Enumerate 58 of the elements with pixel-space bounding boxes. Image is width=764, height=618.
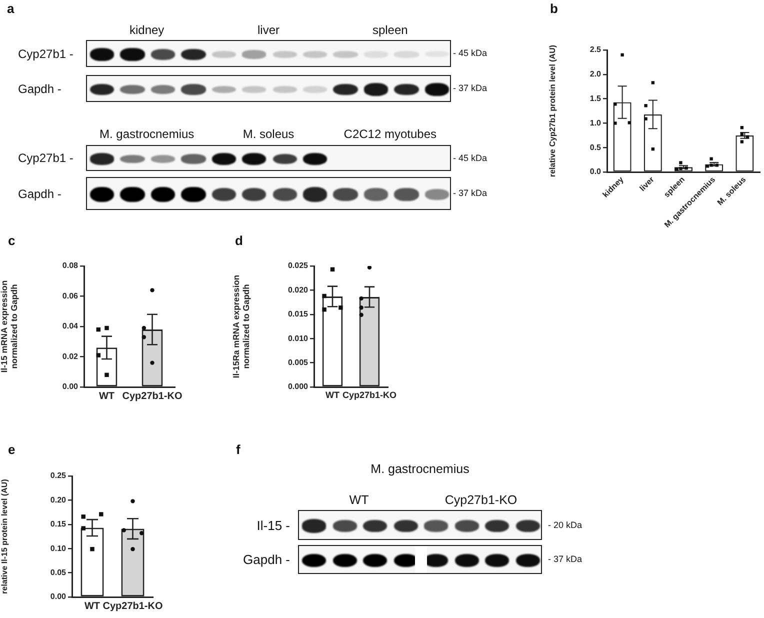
chart-title: e xyxy=(8,442,16,457)
category-label: - 45 kDa xyxy=(453,152,488,162)
y-tick-label: 0.0 xyxy=(590,167,602,176)
x-tick-label: WT xyxy=(326,390,340,400)
text: f xyxy=(236,442,240,457)
y-tick-label: 0.06 xyxy=(62,291,79,300)
chart-title: b xyxy=(550,1,558,16)
category-label: Cyp27b1 - xyxy=(18,151,74,165)
y-tick-label: 0.5 xyxy=(590,142,602,152)
y-tick-label: 0.000 xyxy=(288,382,309,392)
y-tick-label: 0.08 xyxy=(62,261,79,270)
y-tick-label: 0.15 xyxy=(50,520,67,529)
category-label: Gapdh - xyxy=(243,552,290,567)
category-label: Il-15 - xyxy=(256,518,290,532)
category-label: C2C12 myotubes xyxy=(344,127,437,141)
y-axis-title: relative Il-15 protein level (AU) xyxy=(0,478,9,594)
y-tick-label: 0.00 xyxy=(62,382,79,392)
category-label: - 37 kDa xyxy=(548,554,582,564)
text: M. gastrocnemius xyxy=(370,462,470,476)
category-label: - 45 kDa xyxy=(453,48,488,58)
category-label: WT xyxy=(349,493,369,507)
y-tick-label: 0.025 xyxy=(288,261,309,270)
y-tick-label: 1.5 xyxy=(590,94,602,104)
y-tick-label: 0.05 xyxy=(50,568,67,578)
y-tick-label: 0.00 xyxy=(50,592,67,602)
y-tick-label: 0.02 xyxy=(62,352,79,361)
y-tick-label: 0.04 xyxy=(62,322,79,331)
x-tick-label: WT xyxy=(98,390,115,402)
category-label: M. gastrocnemius xyxy=(99,127,194,141)
category-label: liver xyxy=(257,23,280,37)
y-tick-label: 0.20 xyxy=(50,495,67,504)
category-label: Cyp27b1-KO xyxy=(444,493,518,507)
y-tick-label: 2.5 xyxy=(590,45,602,54)
category-label: Gapdh - xyxy=(18,186,62,200)
category-label: kidney xyxy=(129,23,164,37)
y-axis-title: Il-15Ra mRNA expression normalized to Gapdh xyxy=(231,274,252,378)
y-tick-label: 1.0 xyxy=(590,118,602,128)
y-axis-title: Il-15 mRNA expression normalized to Gapdh xyxy=(0,280,20,373)
chart-title: d xyxy=(235,233,243,248)
category-label: spleen xyxy=(372,23,408,37)
category-label: Cyp27b1 - xyxy=(18,46,74,60)
y-tick-label: 2.0 xyxy=(590,70,602,79)
x-tick-label: Cyp27b1-KO xyxy=(122,390,182,402)
x-tick-label: Cyp27b1-KO xyxy=(342,390,396,400)
y-tick-label: 0.005 xyxy=(288,358,309,368)
category-label: - 37 kDa xyxy=(453,188,488,198)
y-tick-label: 0.25 xyxy=(50,471,67,480)
category-label: - 37 kDa xyxy=(453,83,488,93)
y-axis-title: relative Cyp27b1 protein level (AU) xyxy=(548,44,557,178)
y-tick-label: 0.020 xyxy=(288,285,309,294)
y-tick-label: 0.015 xyxy=(288,310,309,319)
category-label: Gapdh - xyxy=(18,82,62,96)
y-tick-label: 0.010 xyxy=(288,334,309,343)
y-tick-label: 0.10 xyxy=(50,544,67,553)
text: a xyxy=(7,1,14,16)
chart-title: c xyxy=(8,233,16,248)
category-label: M. soleus xyxy=(242,127,294,141)
category-label: - 20 kDa xyxy=(548,520,582,530)
